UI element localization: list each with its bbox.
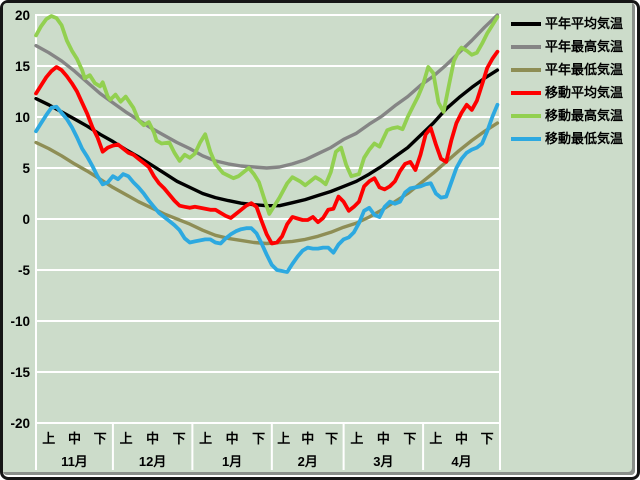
legend: 平年平均気温 平年最高気温 平年最低気温 移動平均気温 移動最高気温 移動最低気…: [511, 17, 623, 146]
x-axis-period-label: 下: [325, 431, 338, 446]
y-axis-tick-label: -5: [18, 263, 30, 278]
y-axis-tick-label: -15: [10, 365, 30, 380]
gridline-y: [35, 65, 501, 67]
x-axis-period-label: 上: [199, 431, 212, 446]
x-axis-month-label: 3月: [373, 454, 393, 469]
x-axis-period-label: 中: [377, 431, 390, 446]
y-axis-tick-label: -20: [10, 416, 30, 431]
month-divider: [422, 424, 425, 470]
month-divider: [499, 424, 501, 470]
x-axis-period-label: 上: [42, 431, 55, 446]
legend-item-normal-avg: 平年平均気温: [511, 17, 623, 31]
x-axis-period-label: 中: [455, 431, 468, 446]
chart-panel: [3, 3, 635, 475]
y-axis-tick-label: 15: [15, 59, 31, 74]
gridline-y: [35, 269, 501, 271]
y-axis-tick-label: 20: [15, 8, 30, 23]
x-axis-month-label: 2月: [298, 454, 318, 469]
legend-item-moving-min: 移動最低気温: [511, 132, 623, 146]
legend-item-label: 移動最高気温: [545, 108, 624, 123]
month-divider: [342, 424, 345, 470]
legend-item-label: 移動最低気温: [545, 131, 624, 146]
series-line-normal-min: [34, 121, 500, 246]
x-axis-period-label: 下: [252, 431, 265, 446]
series-line-normal-max: [34, 13, 500, 170]
month-divider: [35, 424, 37, 470]
legend-item-normal-min: 平年最低気温: [511, 63, 623, 77]
x-axis-period-label: 上: [277, 431, 290, 446]
legend-line-swatch-normal-max: [511, 45, 541, 49]
series-line-moving-avg: [34, 49, 500, 246]
x-axis-period-label: 上: [120, 431, 133, 446]
legend-item-moving-avg: 移動平均気温: [511, 86, 623, 100]
x-axis-period-label: 下: [481, 431, 494, 446]
legend-line-swatch-normal-min: [511, 68, 541, 72]
legend-item-label: 移動平均気温: [545, 85, 624, 100]
x-axis-period-label: 上: [350, 431, 363, 446]
legend-item-normal-max: 平年最高気温: [511, 40, 623, 54]
x-axis-month-label: 12月: [139, 454, 166, 469]
series-line-moving-max: [34, 14, 500, 216]
x-axis-period-label: 下: [403, 431, 416, 446]
y-axis-tick-label: 5: [22, 161, 30, 176]
series-line-moving-min: [34, 102, 500, 274]
y-axis-tick-label: 10: [15, 110, 30, 125]
gridline-y: [35, 320, 501, 322]
legend-line-swatch-moving-min: [511, 137, 541, 141]
x-axis-month-label: 4月: [451, 454, 471, 469]
plot-edge-line: [499, 14, 501, 424]
legend-line-swatch-normal-avg: [511, 22, 541, 26]
gridline-y: [35, 14, 501, 16]
gridline-y: [35, 422, 501, 424]
x-axis-period-label: 中: [146, 431, 159, 446]
month-divider: [270, 424, 273, 470]
legend-line-swatch-moving-max: [511, 114, 541, 118]
x-axis-period-label: 中: [68, 431, 81, 446]
legend-line-swatch-moving-avg: [511, 91, 541, 95]
plot-edge-line: [35, 14, 37, 424]
x-axis-period-label: 下: [94, 431, 107, 446]
month-divider: [111, 424, 114, 470]
month-divider: [191, 424, 194, 470]
gridline-y: [35, 116, 501, 118]
legend-item-label: 平年最高気温: [545, 39, 624, 54]
x-axis-period-label: 上: [429, 431, 442, 446]
legend-item-moving-max: 移動最高気温: [511, 109, 623, 123]
x-axis-period-label: 下: [173, 431, 186, 446]
x-axis-month-label: 1月: [222, 454, 242, 469]
y-axis-tick-label: 0: [22, 212, 30, 227]
x-axis-month-label: 11月: [61, 454, 88, 469]
gridline-y: [35, 218, 501, 220]
gridline-y: [35, 371, 501, 373]
x-axis-period-label: 中: [301, 431, 314, 446]
legend-item-label: 平年平均気温: [545, 16, 624, 31]
legend-item-label: 平年最低気温: [545, 62, 624, 77]
y-axis-tick-label: -10: [10, 314, 30, 329]
x-axis-period-label: 中: [226, 431, 239, 446]
